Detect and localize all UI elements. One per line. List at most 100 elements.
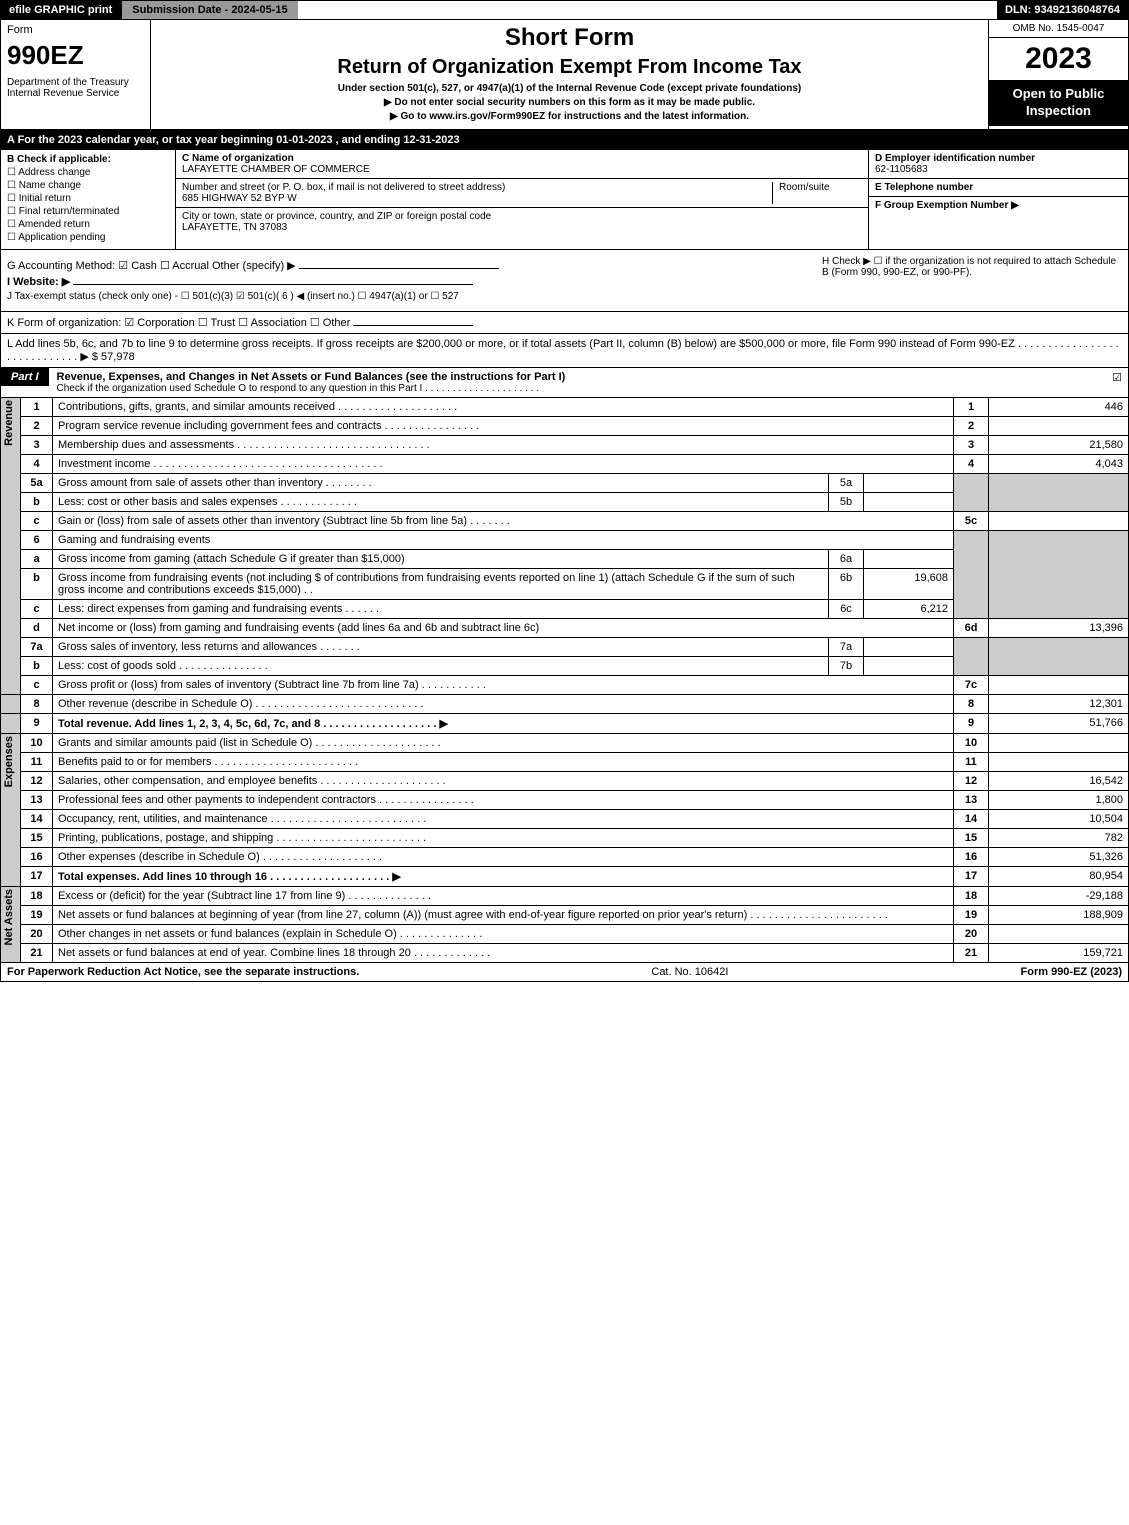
row10-desc: Grants and similar amounts paid (list in… <box>53 734 954 753</box>
row5b-num: b <box>21 493 53 512</box>
row4-desc: Investment income . . . . . . . . . . . … <box>53 455 954 474</box>
f-label: F Group Exemption Number ▶ <box>875 200 1019 211</box>
row6-desc: Gaming and fundraising events <box>53 531 954 550</box>
row17-ref: 17 <box>954 867 989 887</box>
shade-6abc <box>954 531 989 619</box>
row10-amt <box>989 734 1129 753</box>
row11-ref: 11 <box>954 753 989 772</box>
shade-6abc-amt <box>989 531 1129 619</box>
row3-ref: 3 <box>954 436 989 455</box>
row17-num: 17 <box>21 867 53 887</box>
row3-amt: 21,580 <box>989 436 1129 455</box>
shade-5ab-amt <box>989 474 1129 512</box>
row7c-num: c <box>21 676 53 695</box>
row15-amt: 782 <box>989 829 1129 848</box>
row11-desc: Benefits paid to or for members . . . . … <box>53 753 954 772</box>
row19-num: 19 <box>21 906 53 925</box>
row21-num: 21 <box>21 944 53 963</box>
e-label: E Telephone number <box>875 182 973 193</box>
row5a-sn: 5a <box>829 474 864 493</box>
row12-amt: 16,542 <box>989 772 1129 791</box>
row9-desc: Total revenue. Add lines 1, 2, 3, 4, 5c,… <box>53 714 954 734</box>
row7a-sv <box>864 638 954 657</box>
row18-desc: Excess or (deficit) for the year (Subtra… <box>53 887 954 906</box>
row19-ref: 19 <box>954 906 989 925</box>
row2-desc: Program service revenue including govern… <box>53 417 954 436</box>
row2-num: 2 <box>21 417 53 436</box>
org-city: LAFAYETTE, TN 37083 <box>182 222 287 233</box>
expenses-sidebar: Expenses <box>1 734 17 789</box>
row20-num: 20 <box>21 925 53 944</box>
part1-checkbox[interactable]: ☑ <box>1106 368 1128 387</box>
row18-amt: -29,188 <box>989 887 1129 906</box>
block-bcdef: B Check if applicable: ☐ Address change … <box>0 150 1129 250</box>
row5b-sn: 5b <box>829 493 864 512</box>
form-title-box: Short Form Return of Organization Exempt… <box>151 20 988 129</box>
b-opt-name[interactable]: ☐ Name change <box>7 180 169 191</box>
row6b-sn: 6b <box>829 569 864 600</box>
c-city-row: City or town, state or province, country… <box>176 208 868 236</box>
b-opt-final[interactable]: ☐ Final return/terminated <box>7 206 169 217</box>
line-a: A For the 2023 calendar year, or tax yea… <box>0 130 1129 150</box>
omb-number: OMB No. 1545-0047 <box>989 20 1128 38</box>
row5c-num: c <box>21 512 53 531</box>
org-name: LAFAYETTE CHAMBER OF COMMERCE <box>182 164 370 175</box>
row7a-num: 7a <box>21 638 53 657</box>
d-row: D Employer identification number 62-1105… <box>869 150 1128 179</box>
row11-num: 11 <box>21 753 53 772</box>
row6d-ref: 6d <box>954 619 989 638</box>
row7b-desc: Less: cost of goods sold . . . . . . . .… <box>53 657 829 676</box>
b-opt-address[interactable]: ☐ Address change <box>7 167 169 178</box>
row21-ref: 21 <box>954 944 989 963</box>
open-inspection: Open to Public Inspection <box>989 80 1128 126</box>
row6b-num: b <box>21 569 53 600</box>
row9-amt: 51,766 <box>989 714 1129 734</box>
row14-num: 14 <box>21 810 53 829</box>
row1-num: 1 <box>21 398 53 417</box>
row20-ref: 20 <box>954 925 989 944</box>
row14-amt: 10,504 <box>989 810 1129 829</box>
row16-desc: Other expenses (describe in Schedule O) … <box>53 848 954 867</box>
row12-num: 12 <box>21 772 53 791</box>
revenue-sidebar: Revenue <box>1 398 17 448</box>
row6c-sv: 6,212 <box>864 600 954 619</box>
form-goto: ▶ Go to www.irs.gov/Form990EZ for instru… <box>159 111 980 122</box>
row6c-sn: 6c <box>829 600 864 619</box>
row6d-desc: Net income or (loss) from gaming and fun… <box>53 619 954 638</box>
form-year-box: OMB No. 1545-0047 2023 Open to Public In… <box>988 20 1128 129</box>
row5c-ref: 5c <box>954 512 989 531</box>
c-room-label: Room/suite <box>779 182 830 193</box>
d-label: D Employer identification number <box>875 153 1035 164</box>
row8-amt: 12,301 <box>989 695 1129 714</box>
b-opt-pending[interactable]: ☐ Application pending <box>7 232 169 243</box>
row6a-sv <box>864 550 954 569</box>
row7b-sv <box>864 657 954 676</box>
row5c-amt <box>989 512 1129 531</box>
c-name-label: C Name of organization <box>182 153 294 164</box>
line-l: L Add lines 5b, 6c, and 7b to line 9 to … <box>0 334 1129 368</box>
row8-desc: Other revenue (describe in Schedule O) .… <box>53 695 954 714</box>
row6a-num: a <box>21 550 53 569</box>
row9-num: 9 <box>21 714 53 734</box>
row17-amt: 80,954 <box>989 867 1129 887</box>
row6d-num: d <box>21 619 53 638</box>
row16-ref: 16 <box>954 848 989 867</box>
e-row: E Telephone number <box>869 179 1128 197</box>
row7c-ref: 7c <box>954 676 989 695</box>
row6b-sv: 19,608 <box>864 569 954 600</box>
row9-ref: 9 <box>954 714 989 734</box>
c-name-row: C Name of organization LAFAYETTE CHAMBER… <box>176 150 868 179</box>
section-def: D Employer identification number 62-1105… <box>868 150 1128 249</box>
form-title: Return of Organization Exempt From Incom… <box>159 56 980 79</box>
c-street-row: Number and street (or P. O. box, if mail… <box>176 179 868 208</box>
row15-ref: 15 <box>954 829 989 848</box>
shade-7ab <box>954 638 989 676</box>
b-opt-initial[interactable]: ☐ Initial return <box>7 193 169 204</box>
row14-desc: Occupancy, rent, utilities, and maintena… <box>53 810 954 829</box>
b-opt-amended[interactable]: ☐ Amended return <box>7 219 169 230</box>
top-bar: efile GRAPHIC print Submission Date - 20… <box>0 0 1129 20</box>
row3-num: 3 <box>21 436 53 455</box>
netassets-sidebar: Net Assets <box>1 887 17 947</box>
row11-amt <box>989 753 1129 772</box>
part1-check-note: Check if the organization used Schedule … <box>57 383 1099 394</box>
